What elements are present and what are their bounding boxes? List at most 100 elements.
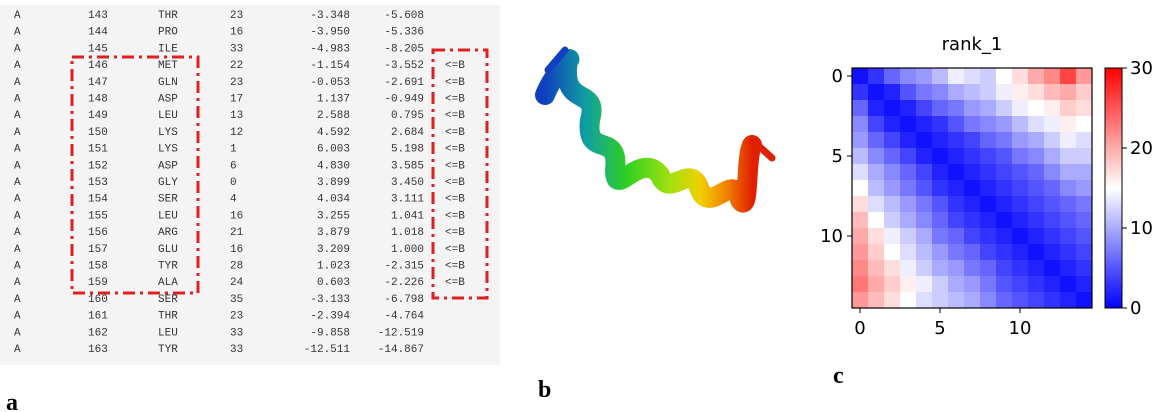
heatmap-cell — [1076, 260, 1092, 276]
value: -2.226 — [384, 277, 424, 289]
score: 35 — [230, 294, 243, 306]
heatmap-cell — [980, 180, 996, 196]
table-background — [0, 5, 500, 365]
heatmap-cell — [868, 100, 884, 116]
heatmap-cell — [932, 100, 948, 116]
heatmap-cell — [932, 276, 948, 292]
heatmap-cell — [1044, 180, 1060, 196]
score: 6 — [230, 160, 237, 172]
flag: <=B — [445, 277, 465, 289]
heatmap-cell — [884, 84, 900, 100]
heatmap-cell — [1012, 260, 1028, 276]
heatmap-cell — [1012, 180, 1028, 196]
score: 16 — [230, 210, 243, 222]
residue-number: 145 — [88, 43, 108, 55]
chain: A — [14, 94, 21, 106]
flag: <=B — [445, 144, 465, 156]
value: 3.879 — [317, 227, 350, 239]
heatmap-cell — [852, 196, 868, 212]
value: 1.041 — [391, 210, 424, 222]
heatmap-cell — [964, 100, 980, 116]
residue-number: 163 — [88, 344, 108, 356]
score: 22 — [230, 60, 243, 72]
heatmap-cell — [900, 180, 916, 196]
heatmap-cell — [932, 260, 948, 276]
heatmap-cell — [916, 84, 932, 100]
heatmap-cell — [1028, 148, 1044, 164]
value: -12.519 — [378, 327, 424, 339]
value: -12.511 — [304, 344, 351, 356]
heatmap-cell — [996, 180, 1012, 196]
heatmap-cell — [948, 68, 964, 84]
colorbar-tick-label: 30 — [1130, 58, 1153, 79]
heatmap-cell — [916, 276, 932, 292]
flag: <=B — [445, 261, 465, 273]
score: 33 — [230, 327, 243, 339]
chain: A — [14, 110, 21, 122]
heatmap-cell — [1044, 228, 1060, 244]
score: 13 — [230, 110, 243, 122]
heatmap-cell — [868, 68, 884, 84]
heatmap-cell — [900, 132, 916, 148]
value: 1.023 — [317, 261, 350, 273]
value: 0.795 — [391, 110, 424, 122]
score: 17 — [230, 94, 243, 106]
heatmap-cell — [884, 292, 900, 308]
score: 28 — [230, 261, 243, 273]
figure: a b c rank_1 A143THR23-3.348-5.608A144PR… — [0, 0, 1166, 412]
heatmap-cell — [1060, 244, 1076, 260]
heatmap-cell — [996, 84, 1012, 100]
heatmap-cell — [884, 196, 900, 212]
heatmap-cell — [900, 244, 916, 260]
chain: A — [14, 194, 21, 206]
heatmap-cell — [996, 164, 1012, 180]
chain: A — [14, 210, 21, 222]
score: 1 — [230, 144, 237, 156]
residue-number: 144 — [88, 27, 108, 39]
score: 23 — [230, 10, 243, 22]
residue-number: 153 — [88, 177, 108, 189]
heatmap-cell — [948, 260, 964, 276]
heatmap-cell — [1012, 84, 1028, 100]
heatmap-cell — [1060, 132, 1076, 148]
heatmap-cell — [1044, 292, 1060, 308]
residue-number: 160 — [88, 294, 108, 306]
residue-number: 154 — [88, 194, 108, 206]
flag: <=B — [445, 177, 465, 189]
value: 3.899 — [317, 177, 350, 189]
residue-name: LYS — [158, 127, 178, 139]
heatmap-cell — [964, 276, 980, 292]
heatmap-cell — [884, 164, 900, 180]
heatmap-cell — [868, 132, 884, 148]
heatmap-cell — [948, 100, 964, 116]
chain: A — [14, 227, 21, 239]
heatmap-cell — [1044, 68, 1060, 84]
heatmap-cell — [1044, 196, 1060, 212]
chain: A — [14, 277, 21, 289]
heatmap-cell — [884, 244, 900, 260]
heatmap-cell — [980, 276, 996, 292]
value: -3.552 — [384, 60, 424, 72]
flag: <=B — [445, 194, 465, 206]
heatmap-cell — [1028, 100, 1044, 116]
heatmap-cell — [948, 164, 964, 180]
heatmap-cell — [996, 228, 1012, 244]
value: -2.394 — [310, 311, 350, 323]
residue-number: 143 — [88, 10, 108, 22]
heatmap-cell — [1028, 212, 1044, 228]
chain: A — [14, 77, 21, 89]
panel-label: b — [538, 377, 551, 403]
chain: A — [14, 261, 21, 273]
residue-name: MET — [158, 60, 178, 72]
value: -4.764 — [384, 311, 424, 323]
heatmap-cell — [868, 196, 884, 212]
heatmap-cell — [916, 68, 932, 84]
heatmap-cell — [900, 196, 916, 212]
chain: A — [14, 311, 21, 323]
heatmap-cell — [1012, 244, 1028, 260]
heatmap-cell — [868, 84, 884, 100]
heatmap-cell — [932, 228, 948, 244]
residue-number: 147 — [88, 77, 108, 89]
x-tick-label: 5 — [934, 318, 945, 339]
score: 0 — [230, 177, 237, 189]
